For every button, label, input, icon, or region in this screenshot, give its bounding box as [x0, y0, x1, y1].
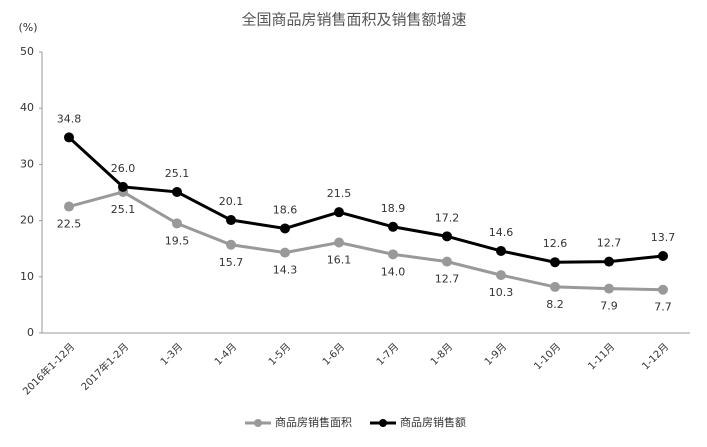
- data-label: 34.8: [57, 112, 82, 125]
- marker: [388, 249, 398, 260]
- x-tick-label: 1-6月: [320, 341, 347, 368]
- marker: [550, 257, 560, 268]
- marker: [496, 270, 506, 281]
- x-tick-label: 2017年1-2月: [78, 340, 131, 393]
- data-label: 19.5: [165, 234, 190, 247]
- marker: [496, 245, 506, 256]
- x-tick-label: 2016年1-12月: [20, 340, 77, 397]
- marker: [64, 132, 74, 143]
- data-label: 21.5: [327, 187, 352, 200]
- data-label: 8.2: [546, 298, 564, 311]
- marker: [604, 256, 614, 267]
- data-label: 13.7: [651, 231, 676, 244]
- data-label: 15.7: [219, 256, 244, 269]
- y-tick-label: 20: [20, 214, 34, 227]
- marker: [604, 283, 614, 294]
- marker: [64, 201, 74, 212]
- data-label: 22.5: [57, 218, 82, 231]
- data-label: 10.3: [489, 286, 514, 299]
- legend-marker: [379, 419, 387, 427]
- y-tick-label: 30: [20, 157, 34, 170]
- data-label: 12.6: [543, 237, 568, 250]
- marker: [550, 281, 560, 292]
- x-tick-label: 1-12月: [640, 341, 672, 373]
- series-line: [67, 136, 664, 264]
- marker: [442, 256, 452, 267]
- x-tick-label: 1-4月: [212, 341, 239, 368]
- legend-label: 商品房销售面积: [275, 415, 352, 429]
- data-label: 12.7: [435, 273, 460, 286]
- data-label: 25.1: [165, 167, 190, 180]
- y-tick-label: 50: [20, 45, 34, 58]
- data-label: 17.2: [435, 211, 460, 224]
- x-tick-label: 1-9月: [482, 341, 509, 368]
- data-label: 18.9: [381, 202, 406, 215]
- x-tick-label: 1-7月: [374, 341, 401, 368]
- y-tick-label: 40: [20, 101, 34, 114]
- x-tick-label: 1-5月: [266, 341, 293, 368]
- marker: [226, 239, 236, 250]
- data-label: 14.3: [273, 264, 298, 277]
- y-axis-label: (%): [18, 21, 37, 34]
- y-tick-label: 10: [20, 270, 34, 283]
- marker: [388, 221, 398, 232]
- y-tick-label: 0: [27, 326, 34, 339]
- x-tick-label: 1-8月: [428, 341, 455, 368]
- data-label: 18.6: [273, 203, 298, 216]
- marker: [658, 284, 668, 295]
- marker: [334, 207, 344, 218]
- marker: [658, 251, 668, 262]
- data-label: 14.6: [489, 226, 514, 239]
- x-tick-label: 1-11月: [586, 341, 618, 373]
- data-label: 20.1: [219, 195, 244, 208]
- chart-title: 全国商品房销售面积及销售额增速: [241, 11, 466, 29]
- marker: [118, 181, 128, 192]
- legend-marker: [254, 419, 262, 427]
- x-tick-label: 1-3月: [158, 341, 185, 368]
- data-label: 14.0: [381, 265, 406, 278]
- legend-label: 商品房销售额: [400, 415, 466, 429]
- x-tick-label: 1-10月: [532, 341, 564, 373]
- marker: [442, 231, 452, 242]
- data-label: 26.0: [111, 162, 136, 175]
- series-line: [68, 190, 664, 292]
- data-label: 25.1: [111, 203, 136, 216]
- data-label: 7.9: [600, 300, 618, 313]
- marker: [334, 237, 344, 248]
- marker: [226, 215, 236, 226]
- marker: [280, 247, 290, 258]
- marker: [172, 218, 182, 229]
- marker: [172, 186, 182, 197]
- data-label: 12.7: [597, 237, 622, 250]
- marker: [280, 223, 290, 234]
- data-label: 7.7: [654, 301, 672, 314]
- data-label: 16.1: [327, 254, 352, 267]
